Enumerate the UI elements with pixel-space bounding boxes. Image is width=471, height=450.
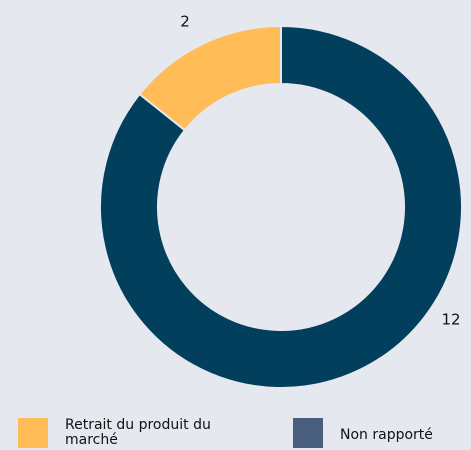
donut-slice [99, 24, 463, 389]
legend-label: Retrait du produit du marché [65, 417, 211, 448]
data-label: 12 [441, 311, 460, 329]
data-label: 2 [180, 13, 190, 31]
legend-swatch [293, 418, 323, 448]
legend-item: Retrait du produit du marché [18, 418, 215, 448]
legend-item: Non rapporté [293, 418, 471, 448]
donut-chart: 2 12 [99, 13, 463, 389]
legend-label: Non rapporté [340, 427, 433, 443]
legend-swatch [18, 418, 48, 448]
